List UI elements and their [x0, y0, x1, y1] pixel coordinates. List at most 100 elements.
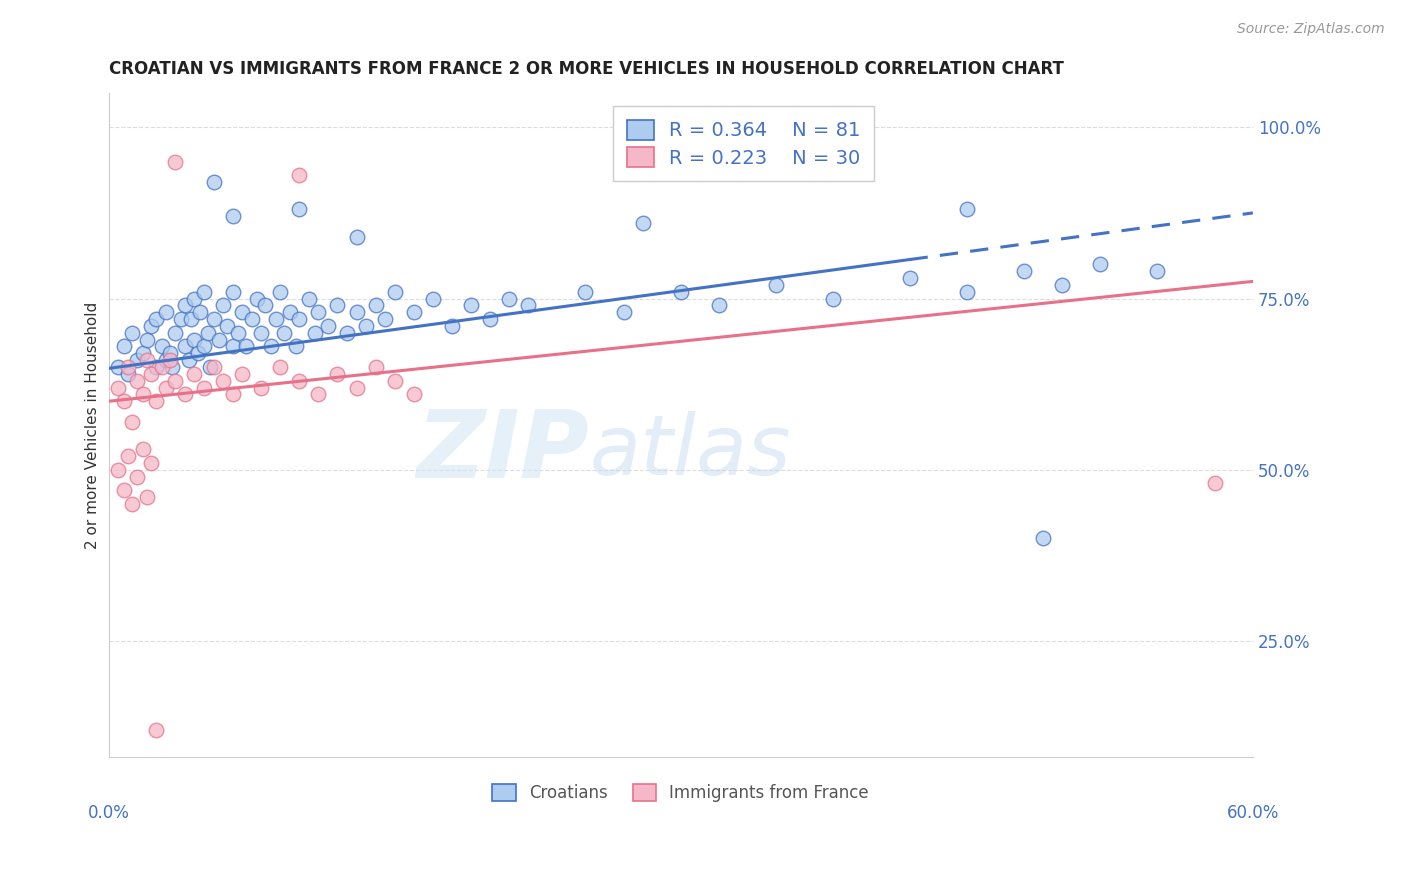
Point [155, 305, 177, 319]
Point [823, 292, 845, 306]
Point [198, 359, 221, 374]
Point [240, 312, 263, 326]
Point [165, 154, 187, 169]
Point [127, 353, 149, 368]
Point [193, 285, 215, 299]
Point [956, 285, 979, 299]
Point [155, 353, 177, 368]
Point [288, 202, 311, 217]
Text: 0.0%: 0.0% [87, 804, 129, 822]
Point [117, 367, 139, 381]
Point [174, 387, 197, 401]
Point [177, 353, 200, 368]
Point [288, 168, 311, 182]
Point [298, 292, 321, 306]
Point [145, 359, 167, 374]
Point [159, 346, 181, 360]
Point [221, 339, 243, 353]
Point [215, 318, 238, 333]
Point [139, 367, 162, 381]
Point [145, 723, 167, 737]
Point [132, 442, 155, 457]
Point [231, 305, 253, 319]
Point [180, 312, 202, 326]
Point [250, 326, 273, 340]
Point [631, 216, 654, 230]
Point [135, 490, 157, 504]
Point [246, 292, 269, 306]
Point [112, 339, 135, 353]
Point [307, 387, 329, 401]
Point [135, 333, 157, 347]
Point [145, 394, 167, 409]
Text: atlas: atlas [589, 411, 790, 492]
Point [273, 326, 295, 340]
Point [288, 374, 311, 388]
Point [202, 359, 225, 374]
Point [193, 380, 215, 394]
Point [193, 339, 215, 353]
Text: ZIP: ZIP [416, 406, 589, 498]
Point [212, 298, 235, 312]
Point [160, 359, 183, 374]
Point [174, 339, 197, 353]
Point [669, 285, 692, 299]
Point [212, 374, 235, 388]
Point [316, 318, 339, 333]
Point [107, 359, 129, 374]
Point [307, 305, 329, 319]
Point [226, 326, 249, 340]
Point [121, 415, 143, 429]
Point [440, 318, 463, 333]
Point [165, 326, 187, 340]
Point [208, 333, 231, 347]
Point [150, 359, 173, 374]
Point [898, 271, 921, 285]
Point [202, 312, 225, 326]
Point [956, 202, 979, 217]
Point [202, 175, 225, 189]
Point [221, 210, 243, 224]
Point [460, 298, 482, 312]
Point [364, 298, 387, 312]
Point [346, 230, 368, 244]
Point [422, 292, 444, 306]
Point [132, 346, 155, 360]
Point [384, 374, 406, 388]
Point [174, 298, 197, 312]
Point [479, 312, 502, 326]
Point [183, 292, 205, 306]
Point [107, 380, 129, 394]
Point [127, 374, 149, 388]
Point [135, 353, 157, 368]
Text: CROATIAN VS IMMIGRANTS FROM FRANCE 2 OR MORE VEHICLES IN HOUSEHOLD CORRELATION C: CROATIAN VS IMMIGRANTS FROM FRANCE 2 OR … [108, 60, 1063, 78]
Point [269, 359, 291, 374]
Point [260, 339, 283, 353]
Point [121, 497, 143, 511]
Point [139, 456, 162, 470]
Point [150, 339, 173, 353]
Point [145, 312, 167, 326]
Point [165, 374, 187, 388]
Legend: Croatians, Immigrants from France: Croatians, Immigrants from France [485, 777, 876, 809]
Point [304, 326, 326, 340]
Point [221, 285, 243, 299]
Point [170, 312, 193, 326]
Point [278, 305, 301, 319]
Point [288, 312, 311, 326]
Point [1090, 257, 1112, 271]
Point [374, 312, 396, 326]
Point [112, 483, 135, 498]
Point [1032, 531, 1054, 545]
Point [1146, 264, 1168, 278]
Point [1050, 277, 1073, 292]
Point [346, 380, 368, 394]
Point [183, 333, 205, 347]
Point [121, 326, 143, 340]
Point [250, 380, 273, 394]
Point [159, 353, 181, 368]
Point [402, 387, 425, 401]
Point [498, 292, 520, 306]
Point [187, 346, 209, 360]
Point [132, 387, 155, 401]
